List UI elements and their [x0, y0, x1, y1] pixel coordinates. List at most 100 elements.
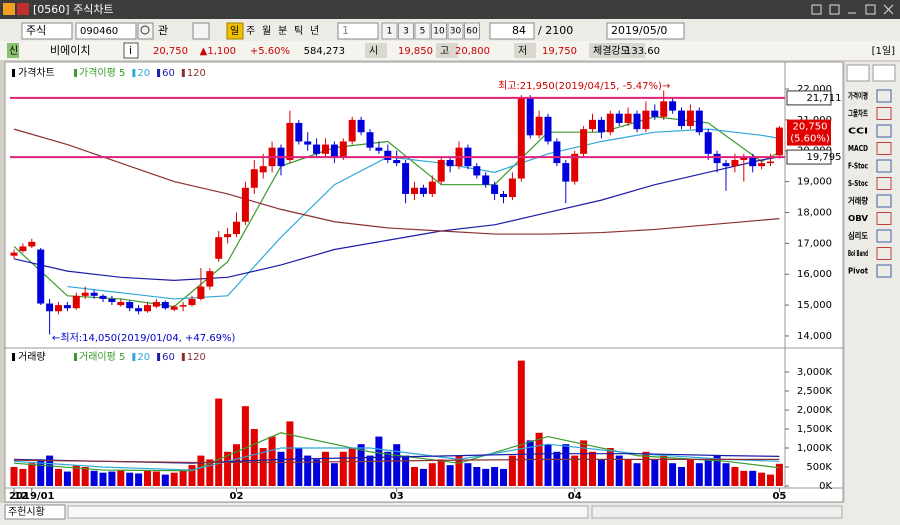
unit-select[interactable] — [337, 22, 379, 40]
side-tool[interactable]: 그물차트 — [848, 108, 868, 118]
info-button[interactable] — [123, 42, 139, 59]
info: i — [129, 44, 132, 57]
volume-bar — [384, 451, 392, 486]
period-button[interactable]: 일 — [230, 25, 239, 37]
legend-entry: 20 — [137, 68, 150, 79]
candle-body — [544, 116, 552, 142]
window-title: [0560] 주식차트 — [33, 3, 114, 16]
side-button[interactable] — [872, 64, 896, 82]
side-button[interactable] — [846, 64, 870, 82]
period-button[interactable]: 년 — [310, 25, 319, 37]
side-tool[interactable]: OBV — [848, 214, 869, 223]
last-price-tag — [787, 119, 831, 146]
period-active — [226, 22, 244, 40]
volume-bar — [455, 455, 463, 486]
volume-bar — [731, 467, 739, 486]
period-button[interactable]: 주 — [246, 26, 255, 37]
step-button[interactable] — [447, 22, 464, 40]
volume-bar — [72, 465, 80, 486]
candle-body — [562, 163, 570, 182]
step-button[interactable] — [398, 22, 414, 40]
scrollbar[interactable] — [67, 505, 589, 519]
side-tool[interactable]: 심리도 — [848, 231, 869, 241]
x-tick-label: 04 — [568, 491, 582, 502]
step-button[interactable] — [414, 22, 431, 40]
quote-price: 20,750 — [153, 46, 188, 57]
side-tool[interactable]: F-Stoc — [848, 162, 868, 171]
period-button[interactable]: 월 — [262, 25, 271, 37]
candle-body — [713, 153, 721, 164]
level-label: 21,711 — [807, 93, 842, 104]
candle-body — [428, 181, 436, 194]
side-icon[interactable] — [876, 89, 892, 103]
volume-bar — [55, 468, 62, 486]
quote-high-label: 고 — [440, 46, 449, 57]
label-box — [589, 43, 645, 58]
step-label: 1 — [387, 27, 393, 37]
quote-low: 19,750 — [542, 46, 577, 57]
ma-line — [13, 156, 780, 281]
volume-bar — [686, 459, 694, 486]
candle-body — [179, 305, 187, 307]
legend-swatch — [132, 353, 136, 361]
y-tick-label: 14,000 — [797, 331, 832, 342]
side-icon[interactable] — [876, 159, 892, 173]
volume-bar — [597, 459, 605, 486]
volume-bar — [188, 465, 196, 486]
side-tool[interactable]: MACD — [848, 144, 868, 153]
period-button[interactable]: 분 — [278, 25, 287, 37]
candle-body — [366, 132, 374, 148]
volume-bar — [624, 459, 632, 486]
side-icon[interactable] — [876, 212, 892, 225]
volume-bar — [268, 436, 276, 486]
count-input[interactable] — [489, 22, 535, 40]
market-select[interactable] — [21, 22, 73, 40]
side-icon[interactable] — [876, 107, 892, 120]
volume-bar — [63, 471, 71, 486]
volume-bar — [740, 470, 748, 486]
volume-bar — [473, 467, 481, 486]
side-tool[interactable]: Bol Band — [848, 249, 868, 258]
side-icon[interactable] — [876, 229, 892, 243]
volume-bar — [28, 463, 36, 486]
tab-box[interactable] — [4, 504, 66, 520]
side-icon[interactable] — [876, 264, 892, 278]
y-tick-label: 22,000 — [797, 84, 832, 95]
step-button[interactable] — [381, 22, 398, 40]
search-button[interactable] — [137, 22, 154, 40]
volume-bar — [322, 451, 329, 486]
count: 84 — [512, 24, 526, 37]
period-button[interactable]: 틱 — [294, 25, 303, 37]
volume-bar — [108, 471, 116, 486]
volume-bar — [90, 470, 98, 486]
side-icon[interactable] — [876, 247, 892, 260]
volume-bar — [562, 444, 570, 486]
candle-body — [330, 144, 338, 157]
side-tool[interactable]: S-Stoc — [848, 179, 868, 188]
candle-body — [482, 175, 490, 185]
side-icon[interactable] — [876, 177, 892, 190]
side-icon[interactable] — [876, 124, 892, 138]
side-tool[interactable]: 가격이평 — [848, 91, 868, 101]
gwan[interactable]: 관 — [158, 24, 168, 37]
code-input[interactable] — [75, 22, 137, 40]
date-input[interactable] — [606, 22, 685, 40]
side-icon[interactable] — [876, 142, 892, 155]
badge-box — [7, 43, 19, 58]
y-tick-label: 1,500K — [797, 424, 833, 435]
candle-body — [500, 193, 507, 198]
nav-buttons[interactable] — [591, 505, 843, 519]
volume-bar — [713, 455, 721, 486]
spin[interactable] — [192, 22, 210, 40]
volume-bar — [428, 463, 436, 486]
bottom-tabs: 주헌시황 — [8, 506, 45, 518]
side-tool[interactable]: 거래량 — [848, 196, 869, 206]
step-button[interactable] — [431, 22, 447, 40]
step-button[interactable] — [464, 22, 480, 40]
legend-entry: 120 — [187, 68, 206, 79]
window-buttons[interactable] — [811, 4, 894, 15]
side-tool[interactable]: Pivot — [848, 267, 868, 276]
volume-bar — [446, 465, 454, 486]
side-tool[interactable]: CCI — [848, 127, 868, 136]
side-icon[interactable] — [876, 194, 892, 208]
